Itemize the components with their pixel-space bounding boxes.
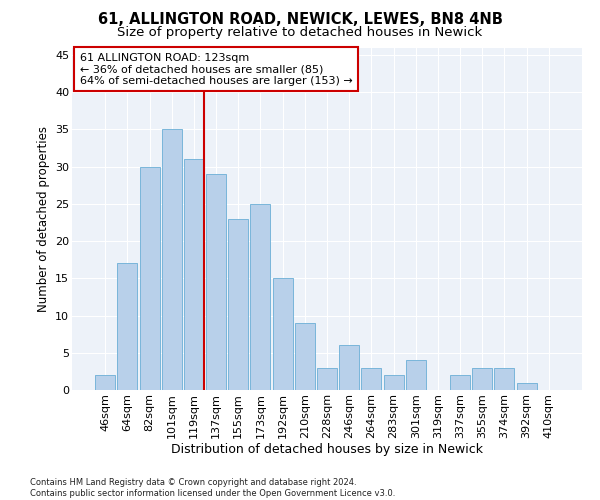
Y-axis label: Number of detached properties: Number of detached properties	[37, 126, 50, 312]
Bar	[272, 278, 293, 390]
Bar	[118, 264, 137, 390]
Bar	[472, 368, 492, 390]
Text: Contains HM Land Registry data © Crown copyright and database right 2024.
Contai: Contains HM Land Registry data © Crown c…	[30, 478, 395, 498]
Bar	[383, 375, 404, 390]
Bar	[250, 204, 271, 390]
Bar	[228, 219, 248, 390]
Bar	[450, 375, 470, 390]
Bar	[184, 159, 204, 390]
Bar	[162, 130, 182, 390]
Bar	[317, 368, 337, 390]
Bar	[295, 323, 315, 390]
Text: Size of property relative to detached houses in Newick: Size of property relative to detached ho…	[118, 26, 482, 39]
Bar	[95, 375, 115, 390]
Text: 61, ALLINGTON ROAD, NEWICK, LEWES, BN8 4NB: 61, ALLINGTON ROAD, NEWICK, LEWES, BN8 4…	[98, 12, 502, 28]
Bar	[140, 166, 160, 390]
Bar	[517, 382, 536, 390]
Bar	[361, 368, 382, 390]
Bar	[339, 346, 359, 390]
Bar	[494, 368, 514, 390]
Bar	[406, 360, 426, 390]
Text: 61 ALLINGTON ROAD: 123sqm
← 36% of detached houses are smaller (85)
64% of semi-: 61 ALLINGTON ROAD: 123sqm ← 36% of detac…	[80, 52, 352, 86]
Bar	[206, 174, 226, 390]
X-axis label: Distribution of detached houses by size in Newick: Distribution of detached houses by size …	[171, 444, 483, 456]
